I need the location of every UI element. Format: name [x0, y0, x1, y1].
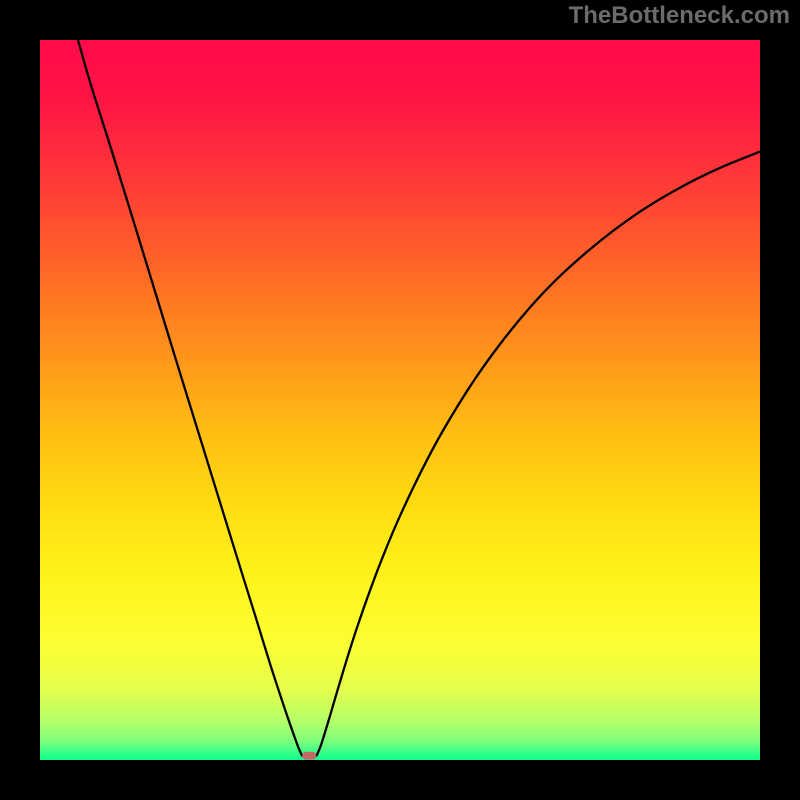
chart-gradient-background — [40, 40, 760, 760]
bottleneck-marker — [302, 752, 316, 760]
chart-canvas: TheBottleneck.com — [0, 0, 800, 800]
watermark-text: TheBottleneck.com — [569, 2, 790, 30]
bottleneck-chart-svg — [0, 0, 800, 800]
